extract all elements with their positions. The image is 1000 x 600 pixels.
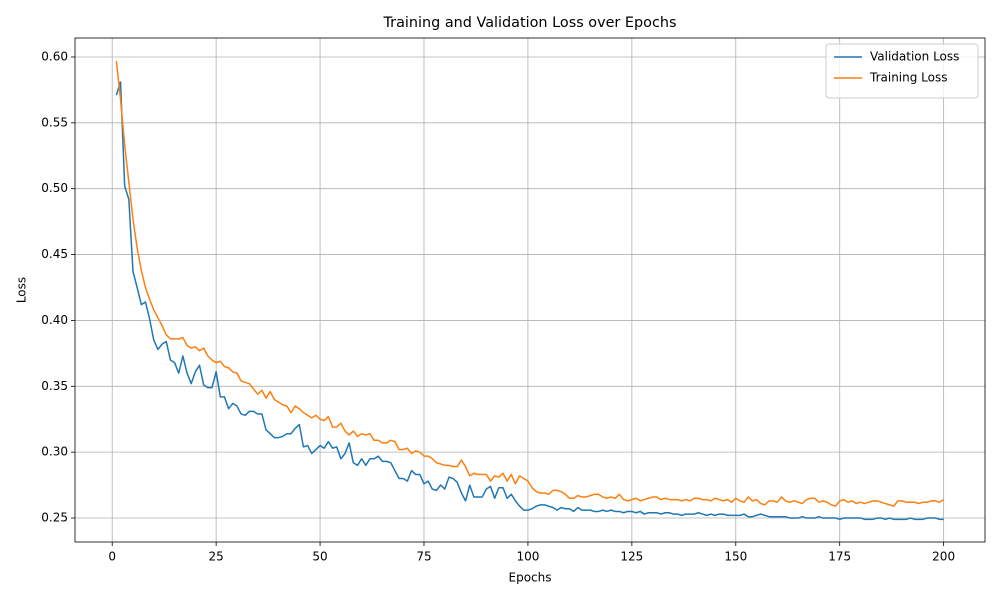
- y-tick-label: 0.55: [41, 115, 68, 129]
- x-tick-label: 100: [516, 550, 539, 564]
- legend-label: Training Loss: [869, 71, 947, 85]
- y-tick-label: 0.40: [41, 313, 68, 327]
- x-tick-label: 25: [208, 550, 223, 564]
- y-tick-label: 0.45: [41, 247, 68, 261]
- y-tick-label: 0.30: [41, 445, 68, 459]
- x-tick-label: 50: [312, 550, 327, 564]
- x-tick-label: 0: [108, 550, 116, 564]
- x-tick-label: 150: [724, 550, 747, 564]
- x-tick-label: 125: [620, 550, 643, 564]
- legend-label: Validation Loss: [870, 50, 959, 64]
- y-axis-label: Loss: [15, 277, 29, 303]
- x-tick-label: 75: [416, 550, 431, 564]
- x-tick-label: 175: [828, 550, 851, 564]
- line-series: [115, 60, 945, 507]
- y-tick-label: 0.50: [41, 181, 68, 195]
- line-series: [115, 81, 944, 521]
- legend-box: [825, 43, 979, 99]
- x-axis-label: Epochs: [509, 571, 552, 585]
- x-tick-label: 200: [932, 550, 955, 564]
- plot-frame: [74, 37, 986, 543]
- y-tick-label: 0.25: [41, 511, 68, 525]
- chart-title: Training and Validation Loss over Epochs: [382, 15, 676, 31]
- y-tick-label: 0.35: [41, 379, 68, 393]
- y-tick-label: 0.60: [41, 49, 68, 63]
